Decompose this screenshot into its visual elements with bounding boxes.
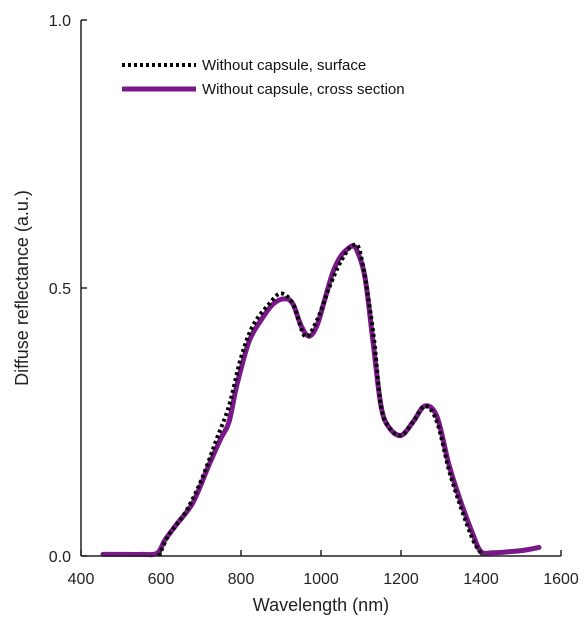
legend-label-surface: Without capsule, surface (202, 57, 366, 74)
y-axis-title: Diffuse reflectance (a.u.) (12, 190, 32, 386)
x-ticks: 400 600 800 1000 1200 1400 1600 (68, 550, 579, 588)
series-line-surface (157, 242, 483, 557)
y-ticks: 0.0 0.5 1.0 (49, 13, 87, 566)
x-tick-label: 800 (228, 571, 255, 588)
series-line-cross-section (100, 243, 542, 558)
series-layer (100, 242, 542, 558)
axes-layer (80, 20, 561, 557)
x-tick-label: 1200 (383, 571, 419, 588)
x-tick-label: 1000 (303, 571, 339, 588)
y-tick-label: 0.0 (49, 549, 71, 566)
x-tick-label: 1400 (463, 571, 499, 588)
x-axis-title: Wavelength (nm) (253, 595, 389, 615)
y-tick-label: 1.0 (49, 13, 71, 30)
legend-label-cross-section: Without capsule, cross section (202, 81, 405, 98)
legend: Without capsule, surface Without capsule… (122, 57, 405, 98)
x-tick-label: 1600 (543, 571, 579, 588)
x-tick-label: 400 (68, 571, 95, 588)
x-tick-label: 600 (148, 571, 175, 588)
y-tick-label: 0.5 (49, 281, 71, 298)
